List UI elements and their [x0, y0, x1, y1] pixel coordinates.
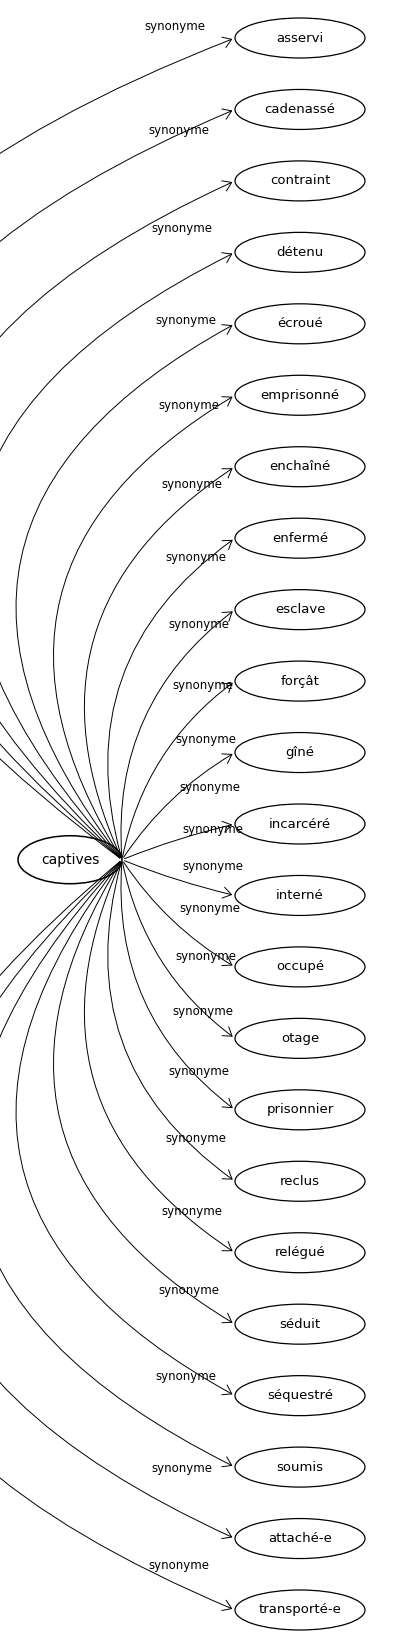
Text: synonyme: synonyme	[183, 823, 244, 836]
Text: relégué: relégué	[274, 1247, 325, 1259]
FancyArrowPatch shape	[108, 863, 232, 1180]
Text: synonyme: synonyme	[165, 1132, 226, 1145]
FancyArrowPatch shape	[108, 541, 232, 858]
Text: interné: interné	[276, 889, 324, 902]
Text: synonyme: synonyme	[169, 618, 230, 631]
FancyArrowPatch shape	[0, 253, 232, 858]
FancyArrowPatch shape	[123, 863, 232, 1037]
FancyArrowPatch shape	[123, 683, 232, 858]
Text: synonyme: synonyme	[179, 902, 240, 915]
Text: synonyme: synonyme	[162, 1206, 223, 1217]
Text: reclus: reclus	[280, 1175, 320, 1188]
Text: synonyme: synonyme	[152, 1462, 212, 1475]
Text: enfermé: enfermé	[272, 532, 328, 545]
Text: synonyme: synonyme	[172, 1006, 233, 1019]
Text: détenu: détenu	[276, 246, 324, 260]
Text: synonyme: synonyme	[183, 861, 244, 874]
Text: enchaîné: enchaîné	[269, 460, 330, 473]
Text: occupé: occupé	[276, 961, 324, 973]
FancyArrowPatch shape	[0, 181, 232, 858]
Text: séduit: séduit	[279, 1318, 320, 1331]
FancyArrowPatch shape	[54, 863, 232, 1323]
Text: gîné: gîné	[285, 746, 314, 759]
FancyArrowPatch shape	[124, 863, 232, 966]
FancyArrowPatch shape	[84, 468, 232, 858]
FancyArrowPatch shape	[121, 611, 232, 858]
Text: synonyme: synonyme	[148, 123, 209, 136]
Text: synonyme: synonyme	[158, 399, 219, 412]
Text: synonyme: synonyme	[165, 550, 226, 564]
Text: synonyme: synonyme	[145, 20, 206, 33]
FancyArrowPatch shape	[124, 754, 232, 858]
FancyArrowPatch shape	[0, 861, 232, 1610]
Text: transporté-e: transporté-e	[259, 1604, 341, 1617]
Text: synonyme: synonyme	[148, 1559, 209, 1572]
Text: séquestré: séquestré	[267, 1388, 333, 1401]
Text: soumis: soumis	[276, 1461, 324, 1474]
Text: synonyme: synonyme	[176, 950, 237, 963]
FancyArrowPatch shape	[16, 325, 232, 858]
Text: synonyme: synonyme	[158, 1285, 219, 1298]
FancyArrowPatch shape	[84, 863, 232, 1250]
Text: synonyme: synonyme	[155, 314, 216, 327]
Text: contraint: contraint	[270, 174, 330, 187]
Text: synonyme: synonyme	[152, 222, 212, 235]
Text: écroué: écroué	[277, 317, 323, 330]
FancyArrowPatch shape	[125, 861, 231, 899]
FancyArrowPatch shape	[0, 38, 232, 858]
Text: prisonnier: prisonnier	[266, 1104, 334, 1116]
Text: incarcéré: incarcéré	[269, 818, 331, 830]
FancyArrowPatch shape	[125, 822, 231, 859]
Text: synonyme: synonyme	[176, 733, 237, 746]
Text: otage: otage	[281, 1032, 319, 1045]
FancyArrowPatch shape	[16, 863, 232, 1395]
Text: asservi: asservi	[276, 31, 324, 44]
Text: synonyme: synonyme	[172, 679, 233, 692]
Text: captives: captives	[41, 853, 99, 868]
FancyArrowPatch shape	[0, 863, 232, 1467]
Text: cadenassé: cadenassé	[264, 104, 335, 117]
Text: emprisonné: emprisonné	[260, 389, 340, 403]
FancyArrowPatch shape	[0, 861, 232, 1538]
FancyArrowPatch shape	[121, 863, 232, 1107]
Text: synonyme: synonyme	[155, 1370, 216, 1383]
Text: attaché-e: attaché-e	[268, 1531, 332, 1544]
Text: forçât: forçât	[280, 675, 320, 687]
Text: synonyme: synonyme	[169, 1065, 230, 1078]
FancyArrowPatch shape	[0, 108, 232, 858]
Text: synonyme: synonyme	[179, 780, 240, 794]
Text: esclave: esclave	[275, 603, 325, 616]
Text: synonyme: synonyme	[162, 478, 223, 491]
FancyArrowPatch shape	[54, 396, 232, 858]
